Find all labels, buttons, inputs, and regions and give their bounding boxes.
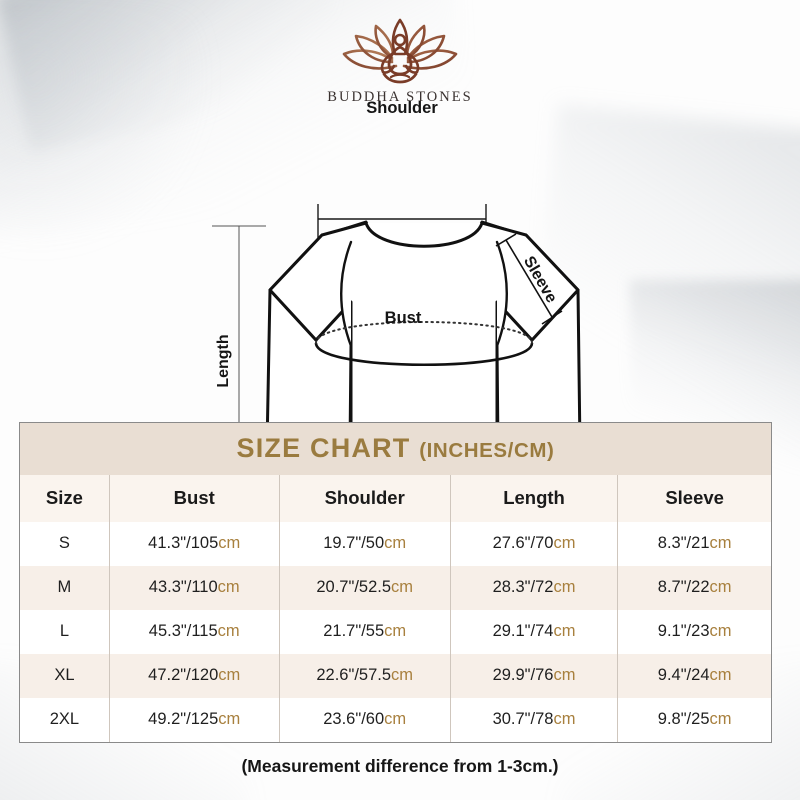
unit-cm: cm: [709, 710, 732, 728]
cell-length: 29.9"/76cm: [449, 654, 618, 698]
bust-ellipse-front: [314, 342, 534, 366]
cell-sleeve: 9.4"/24cm: [617, 654, 771, 698]
sleeve-tick-top: [495, 233, 517, 247]
column-header-sleeve: Sleeve: [617, 475, 771, 522]
unit-cm: cm: [384, 622, 407, 640]
bust-label: Bust: [385, 309, 422, 327]
table-title-cell: SIZE CHART (INCHES/CM): [20, 423, 771, 475]
cell-size: 2XL: [20, 698, 110, 742]
cell-size: L: [20, 610, 110, 654]
unit-cm: cm: [709, 578, 732, 596]
unit-cm: cm: [553, 622, 576, 640]
cell-size: M: [20, 566, 110, 610]
cell-length: 30.7"/78cm: [449, 698, 618, 742]
table-header-row: Size Bust Shoulder Length Sleeve: [20, 475, 771, 522]
tshirt-body-shape: [268, 221, 580, 426]
unit-cm: cm: [553, 578, 576, 596]
size-chart-table-card: SIZE CHART (INCHES/CM) Size Bust Shoulde…: [19, 422, 772, 743]
cell-shoulder: 20.7"/52.5cm: [278, 566, 451, 610]
cell-bust: 45.3"/115cm: [108, 610, 280, 654]
unit-cm: cm: [709, 666, 732, 684]
unit-cm: cm: [218, 534, 241, 552]
sleeve-measure-line: [505, 239, 553, 318]
unit-cm: cm: [218, 710, 241, 728]
lotus-meditation-logo-icon: [342, 18, 458, 84]
diagram-guide-lines: [212, 225, 266, 426]
size-chart-table: SIZE CHART (INCHES/CM) Size Bust Shoulde…: [20, 423, 771, 742]
cell-size: S: [20, 522, 110, 566]
length-label: Length: [215, 334, 232, 387]
cell-shoulder: 22.6"/57.5cm: [278, 654, 451, 698]
unit-cm: cm: [217, 622, 240, 640]
sleeve-dimension: [495, 233, 563, 325]
measurement-footnote: (Measurement difference from 1-3cm.): [241, 756, 559, 776]
column-header-size: Size: [20, 475, 110, 522]
sleeve-tick-bottom: [541, 310, 563, 325]
column-header-bust: Bust: [108, 475, 280, 522]
cell-length: 28.3"/72cm: [449, 566, 618, 610]
cell-length: 27.6"/70cm: [449, 522, 618, 566]
cell-shoulder: 23.6"/60cm: [278, 698, 451, 742]
size-chart-title-main: SIZE CHART: [236, 433, 420, 463]
unit-cm: cm: [709, 622, 732, 640]
cell-sleeve: 9.8"/25cm: [617, 698, 771, 742]
table-row: XL 47.2"/120cm 22.6"/57.5cm 29.9"/76cm 9…: [20, 654, 771, 698]
cell-shoulder: 19.7"/50cm: [278, 522, 451, 566]
shoulder-label: Shoulder: [366, 99, 438, 117]
cell-bust: 47.2"/120cm: [108, 654, 280, 698]
unit-cm: cm: [553, 666, 576, 684]
size-chart-title: SIZE CHART (INCHES/CM): [237, 433, 555, 464]
cell-shoulder: 21.7"/55cm: [278, 610, 451, 654]
unit-cm: cm: [217, 578, 240, 596]
brand-logo: BUDDHA STONES: [0, 14, 800, 106]
tshirt-measurement-diagram: Shoulder Bust: [212, 99, 582, 426]
unit-cm: cm: [391, 578, 414, 596]
table-row: L 45.3"/115cm 21.7"/55cm 29.1"/74cm 9.1"…: [20, 610, 771, 654]
unit-cm: cm: [218, 666, 241, 684]
table-row: 2XL 49.2"/125cm 23.6"/60cm 30.7"/78cm 9.…: [20, 698, 771, 742]
unit-cm: cm: [384, 534, 407, 552]
cell-size: XL: [20, 654, 110, 698]
cell-sleeve: 9.1"/23cm: [617, 610, 771, 654]
table-body: S 41.3"/105cm 19.7"/50cm 27.6"/70cm 8.3"…: [20, 522, 771, 742]
unit-cm: cm: [384, 710, 407, 728]
table-row: M 43.3"/110cm 20.7"/52.5cm 28.3"/72cm 8.…: [20, 566, 771, 610]
cell-sleeve: 8.7"/22cm: [617, 566, 771, 610]
cell-sleeve: 8.3"/21cm: [617, 522, 771, 566]
column-header-shoulder: Shoulder: [278, 475, 451, 522]
cell-bust: 41.3"/105cm: [108, 522, 280, 566]
unit-cm: cm: [709, 534, 732, 552]
table-row: S 41.3"/105cm 19.7"/50cm 27.6"/70cm 8.3"…: [20, 522, 771, 566]
table-title-row: SIZE CHART (INCHES/CM): [20, 423, 771, 475]
brand-name: BUDDHA STONES: [327, 89, 473, 105]
cell-length: 29.1"/74cm: [449, 610, 618, 654]
cell-bust: 43.3"/110cm: [108, 566, 280, 610]
unit-cm: cm: [391, 666, 414, 684]
unit-cm: cm: [553, 534, 576, 552]
unit-cm: cm: [553, 710, 576, 728]
column-header-length: Length: [449, 475, 618, 522]
size-chart-title-unit: (INCHES/CM): [419, 439, 555, 462]
cell-bust: 49.2"/125cm: [108, 698, 280, 742]
